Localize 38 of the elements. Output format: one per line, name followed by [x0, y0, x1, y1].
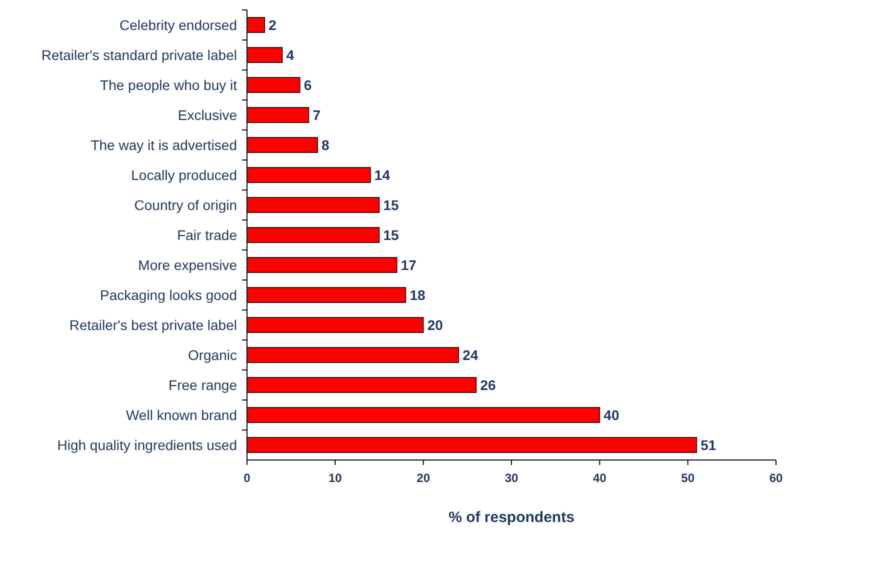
y-tick-label: The way it is advertised	[90, 136, 237, 153]
data-label: 7	[312, 106, 321, 123]
y-tick-label: Retailer's standard private label	[41, 46, 237, 63]
data-label: 15	[383, 196, 400, 213]
y-tick-label: Locally produced	[131, 166, 237, 183]
data-label: 40	[604, 406, 620, 423]
data-label: 20	[427, 316, 444, 333]
y-tick-label: Well known brand	[126, 406, 237, 423]
data-label: 6	[304, 76, 312, 93]
x-tick-label: 60	[769, 471, 783, 485]
x-tick-label: 0	[244, 471, 251, 485]
data-label: 8	[322, 136, 330, 153]
y-tick-label: High quality ingredients used	[57, 436, 237, 453]
x-tick-label: 50	[681, 471, 695, 485]
data-label: 26	[480, 376, 496, 393]
x-tick-label: 10	[328, 471, 342, 485]
data-label: 17	[400, 256, 417, 273]
data-label: 15	[383, 226, 400, 243]
y-tick-label: Fair trade	[177, 226, 238, 243]
x-tick-label: 30	[504, 471, 518, 485]
y-tick-label: Free range	[168, 376, 238, 393]
data-label: 2	[268, 16, 277, 33]
y-tick-label: The people who buy it	[100, 76, 238, 93]
data-label: 24	[462, 346, 478, 363]
data-label: 4	[286, 46, 294, 63]
data-label: 51	[700, 436, 716, 453]
y-tick-label: Retailer's best private label	[69, 316, 237, 333]
data-label: 18	[410, 286, 426, 303]
x-tick-label: 20	[416, 471, 430, 485]
x-tick-label: 40	[592, 471, 607, 485]
y-tick-label: Organic	[188, 346, 237, 363]
x-axis-title: % of respondents	[448, 509, 574, 526]
data-label: 14	[374, 166, 390, 183]
y-tick-label: Country of origin	[134, 196, 237, 213]
y-tick-label: Celebrity endorsed	[119, 16, 237, 33]
y-tick-label: More expensive	[138, 256, 238, 273]
y-tick-label: Exclusive	[178, 106, 238, 123]
y-tick-label: Packaging looks good	[100, 286, 237, 303]
